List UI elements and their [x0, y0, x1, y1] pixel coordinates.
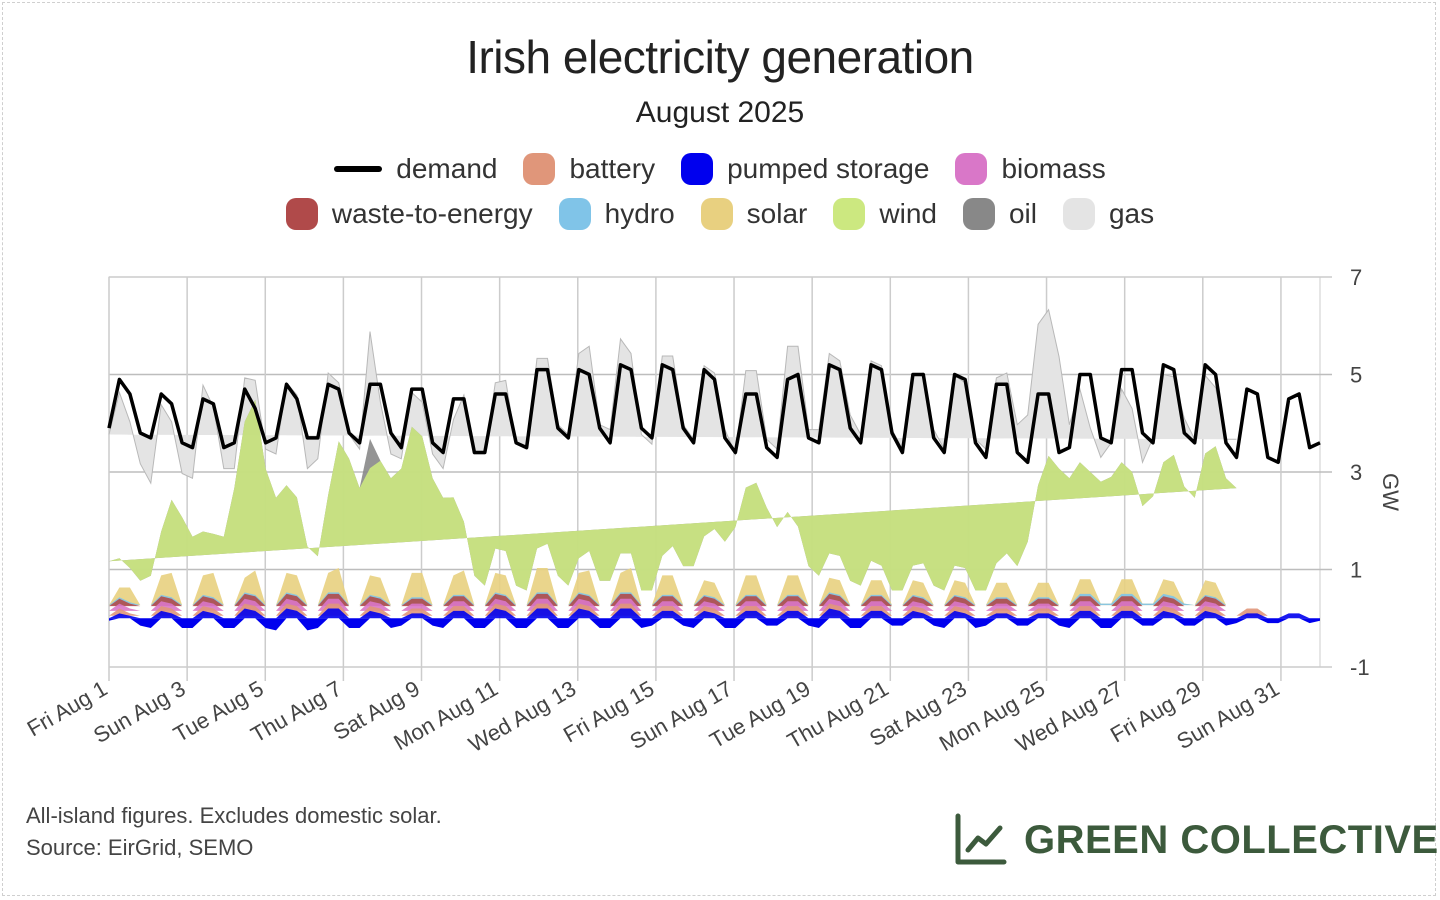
- legend-swatch-hydro: [558, 198, 591, 230]
- legend-label-gas: gas: [1108, 198, 1155, 229]
- legend-label-waste-to-energy: waste-to-energy: [331, 198, 533, 229]
- chart-title: Irish electricity generation: [466, 31, 974, 83]
- legend-row-1: demand battery pumped storage biomass: [0, 153, 1440, 185]
- area-pumped-storage-negative: [109, 618, 1320, 631]
- legend-item-waste-to-energy[interactable]: waste-to-energy: [285, 198, 533, 230]
- legend-label-wind: wind: [879, 198, 937, 229]
- legend-label-battery: battery: [569, 153, 656, 184]
- chart-subtitle: August 2025: [635, 96, 805, 129]
- demand-line: [107, 363, 1321, 465]
- legend-item-gas[interactable]: gas: [1062, 198, 1155, 230]
- legend-swatch-waste-to-energy: [285, 198, 318, 230]
- brand-name: GREEN COLLECTIVE: [1024, 817, 1439, 862]
- legend-label-demand: demand: [396, 153, 498, 184]
- stacked-areas: [108, 308, 1320, 631]
- legend-swatch-pumped-storage: [681, 153, 714, 185]
- legend-label-hydro: hydro: [604, 198, 675, 229]
- legend-swatch-gas: [1062, 198, 1095, 230]
- legend-label-pumped-storage: pumped storage: [727, 153, 930, 184]
- legend-swatch-demand: [334, 166, 383, 172]
- y-axis-label: GW: [1378, 473, 1403, 511]
- legend-item-biomass[interactable]: biomass: [955, 153, 1106, 185]
- footer-source: Source: EirGrid, SEMO: [26, 835, 254, 860]
- legend-item-wind[interactable]: wind: [833, 198, 937, 230]
- area-pumped-storage: [109, 608, 1320, 619]
- legend-item-solar[interactable]: solar: [700, 198, 808, 230]
- legend-swatch-solar: [700, 198, 733, 230]
- legend-item-oil[interactable]: oil: [962, 198, 1037, 230]
- area-wind: [109, 399, 1237, 591]
- legend-label-solar: solar: [746, 198, 808, 229]
- demand-line-group: [107, 363, 1321, 465]
- legend-swatch-battery: [523, 153, 556, 185]
- y-tick-label: 1: [1350, 558, 1362, 583]
- legend-row-2: waste-to-energy hydro solar wind oil gas: [0, 198, 1440, 230]
- brand-logo: GREEN COLLECTIVE: [952, 812, 1439, 868]
- legend-item-demand[interactable]: demand: [334, 153, 497, 185]
- legend-label-biomass: biomass: [1001, 153, 1106, 184]
- legend-swatch-biomass: [955, 153, 988, 185]
- y-tick-label: 7: [1350, 265, 1362, 290]
- area-gas: [108, 308, 1237, 485]
- y-tick-label: 3: [1350, 460, 1362, 485]
- footer-note: All-island figures. Excludes domestic so…: [26, 803, 442, 828]
- legend-item-hydro[interactable]: hydro: [558, 198, 675, 230]
- y-tick-label: -1: [1350, 655, 1370, 680]
- legend-label-oil: oil: [1008, 198, 1037, 229]
- chart-footer: All-island figures. Excludes domestic so…: [26, 800, 442, 864]
- legend-swatch-wind: [833, 198, 866, 230]
- y-tick-label: 5: [1350, 363, 1362, 388]
- legend-swatch-oil: [962, 198, 995, 230]
- legend-item-battery[interactable]: battery: [523, 153, 655, 185]
- chart-line-icon: [955, 813, 1007, 865]
- legend-item-pumped-storage[interactable]: pumped storage: [681, 153, 929, 185]
